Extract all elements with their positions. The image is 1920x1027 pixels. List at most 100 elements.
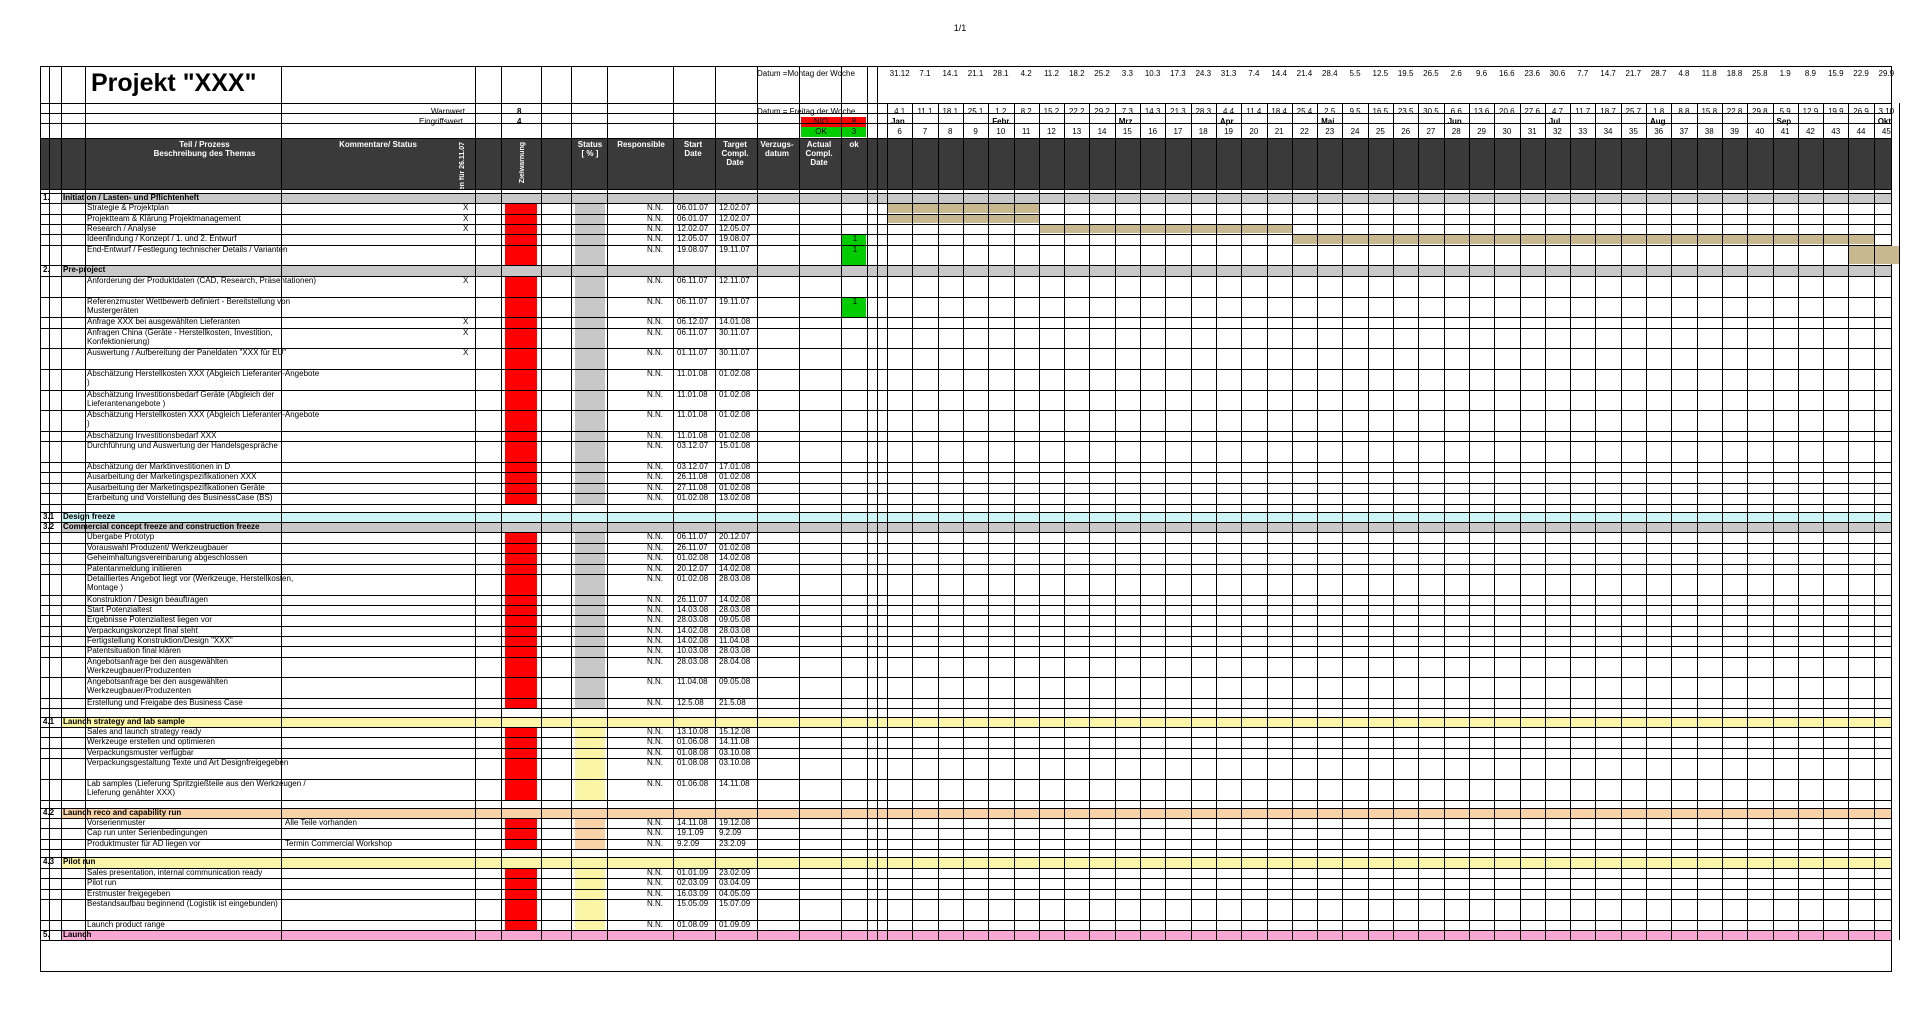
grid-vline xyxy=(937,103,939,941)
themen-mark: X xyxy=(463,348,469,358)
monday-date: 22.9 xyxy=(1853,69,1869,78)
responsible: N.N. xyxy=(647,758,663,768)
target-date: 03.04.09 xyxy=(719,878,751,888)
task-label: Referenzmuster Wettbewerb definiert - Be… xyxy=(87,296,291,315)
responsible: N.N. xyxy=(647,213,663,223)
target-date: 14.02.08 xyxy=(719,594,751,604)
grid-hline xyxy=(41,511,1891,513)
grid-hline xyxy=(41,828,1891,830)
warnwert-value: 8 xyxy=(517,107,522,116)
grid-hline xyxy=(41,410,1891,412)
section-number: 4.3 xyxy=(43,857,55,867)
grid-vline xyxy=(1570,103,1572,941)
grid-vline xyxy=(1721,103,1723,941)
week-number: 35 xyxy=(1628,127,1638,136)
responsible: N.N. xyxy=(647,635,663,645)
target-date: 09.05.08 xyxy=(719,615,751,625)
task-row xyxy=(41,708,1891,716)
task-label: Sales and launch strategy ready xyxy=(87,727,202,737)
grid-hline xyxy=(41,493,1891,495)
start-date: 14.02.08 xyxy=(677,635,709,645)
week-number: 20 xyxy=(1249,127,1259,136)
task-label: Konstruktion / Design beauftragen xyxy=(87,594,208,604)
grid-vline xyxy=(1646,103,1647,941)
friday-date: 18.1 xyxy=(942,107,959,116)
task-label: Ausarbeitung der Marketingspezifikatione… xyxy=(87,482,265,492)
task-label: Patentsituation final klären xyxy=(87,646,181,656)
section-label: Launch reco and capability run xyxy=(63,807,182,817)
responsible: N.N. xyxy=(647,317,663,327)
status-cell xyxy=(575,737,605,749)
zielwarnung-cell xyxy=(505,737,537,749)
section-row: 2. Pre-project xyxy=(41,265,1891,276)
status-cell xyxy=(575,635,605,647)
month-label: Okt xyxy=(1877,117,1892,126)
zielwarnung-cell xyxy=(505,625,537,637)
ok-value: 3 xyxy=(842,127,866,137)
friday-date: 30.5 xyxy=(1423,107,1439,116)
monday-date: 14.7 xyxy=(1600,69,1616,78)
status-cell xyxy=(575,532,605,544)
task-row xyxy=(41,849,1891,857)
grid-vline xyxy=(757,67,758,941)
start-date: 11.01.08 xyxy=(677,431,708,441)
task-row: Launch product range N.N. 01.08.09 01.09.09 xyxy=(41,919,1891,931)
task-row: Erarbeitung und Vorstellung des Business… xyxy=(41,493,1891,504)
week-number: 9 xyxy=(973,127,978,136)
task-row: Vorauswahl Produzent/ Werkzeugbauer N.N. 2… xyxy=(41,542,1891,554)
friday-date: 11.4 xyxy=(1246,107,1262,116)
task-label: Abschätzung Herstellkosten XXX (Abgleich… xyxy=(87,410,320,429)
target-date: 12.05.07 xyxy=(719,224,751,234)
task-label: Durchführung und Auswertung der Handelsg… xyxy=(87,441,278,451)
status-cell xyxy=(575,203,605,215)
task-row: Start Potenzialtest N.N. 14.03.08 28.03.08 xyxy=(41,604,1891,616)
grid-hline xyxy=(41,867,1891,869)
zielwarnung-cell xyxy=(505,472,537,484)
start-date: 14.03.08 xyxy=(677,604,709,614)
grid-hline xyxy=(41,838,1891,840)
monday-date: 24.3 xyxy=(1195,69,1212,78)
task-label: Verpackungsgestaltung Texte und Art Desi… xyxy=(87,758,289,768)
week-number: 8 xyxy=(948,127,953,136)
week-number: 32 xyxy=(1552,127,1562,136)
responsible: N.N. xyxy=(647,604,663,614)
section-band xyxy=(61,857,1891,868)
friday-date: 22.8 xyxy=(1726,107,1743,116)
section-label: Design freeze xyxy=(63,511,116,521)
month-label: Mrz xyxy=(1118,117,1133,126)
task-row: Verpackungskonzept final steht N.N. 14.02.… xyxy=(41,625,1891,637)
grid-hline xyxy=(41,503,1891,505)
grid-vline xyxy=(1747,103,1749,941)
status-cell xyxy=(575,867,605,879)
friday-date: 4.1 xyxy=(894,107,906,116)
responsible: N.N. xyxy=(647,275,663,285)
grid-vline xyxy=(61,67,62,941)
task-row: Strategie & Projektplan X N.N. 06.01.07 12.0… xyxy=(41,203,1891,215)
section-number: 2. xyxy=(43,265,50,275)
section-band xyxy=(61,265,1891,276)
task-label: Geheimhaltungsvereinbarung abgeschlossen xyxy=(87,553,248,563)
task-label: Ausarbeitung der Marketingspezifikatione… xyxy=(87,472,257,482)
start-date: 06.01.07 xyxy=(677,203,709,213)
month-label: Sep xyxy=(1776,117,1792,126)
grid-hline xyxy=(41,747,1891,749)
ok-value: 1 xyxy=(852,296,858,306)
themen-mark: X xyxy=(463,327,469,337)
responsible: N.N. xyxy=(647,553,663,563)
target-date: 03.10.08 xyxy=(719,758,751,768)
target-date: 23.02.09 xyxy=(719,867,751,877)
friday-date: 1.2 xyxy=(995,107,1007,116)
grid-hline xyxy=(41,849,1891,851)
task-row: Angebotsanfrage bei den ausgewählten Wer… xyxy=(41,677,1891,699)
grid-vline xyxy=(1241,103,1243,941)
grid-vline xyxy=(1772,103,1774,941)
grid-hline xyxy=(41,708,1891,710)
status-cell xyxy=(575,224,605,235)
friday-date: 26.9 xyxy=(1853,107,1869,116)
week-number: 24 xyxy=(1350,127,1360,136)
target-date: 14.11.08 xyxy=(719,778,750,788)
responsible: N.N. xyxy=(647,625,663,635)
zielwarnung-cell xyxy=(505,389,537,411)
page-number: 1/1 xyxy=(953,23,967,33)
start-date: 12.05.07 xyxy=(677,234,709,244)
